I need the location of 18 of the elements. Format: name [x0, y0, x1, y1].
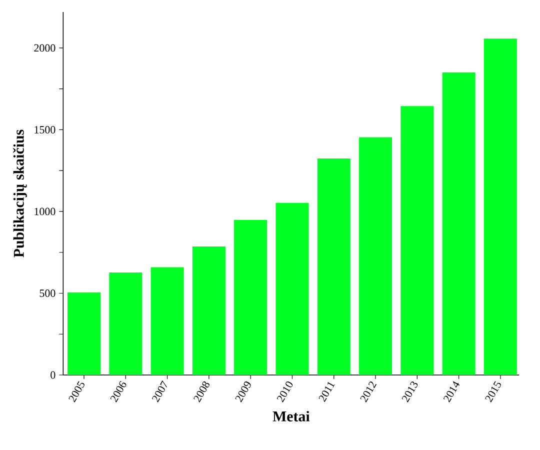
y-tick-label: 2000: [34, 44, 56, 52]
bar: [359, 137, 392, 375]
bar: [109, 272, 142, 375]
bar: [400, 106, 434, 375]
y-tick-label: 0: [50, 371, 56, 379]
bar: [192, 246, 226, 375]
bar: [276, 202, 309, 375]
y-tick-label: 1000: [34, 208, 56, 216]
bar: [317, 158, 350, 375]
y-axis-title: Publikacijų skaičius: [13, 130, 27, 258]
bar: [442, 72, 476, 375]
bar: [234, 220, 268, 375]
bar: [484, 38, 517, 375]
bar: [150, 267, 184, 375]
bar: [68, 292, 100, 375]
y-tick-label: 1500: [34, 126, 56, 134]
x-axis-title: Metai: [272, 410, 310, 422]
y-tick-label: 500: [40, 290, 56, 297]
